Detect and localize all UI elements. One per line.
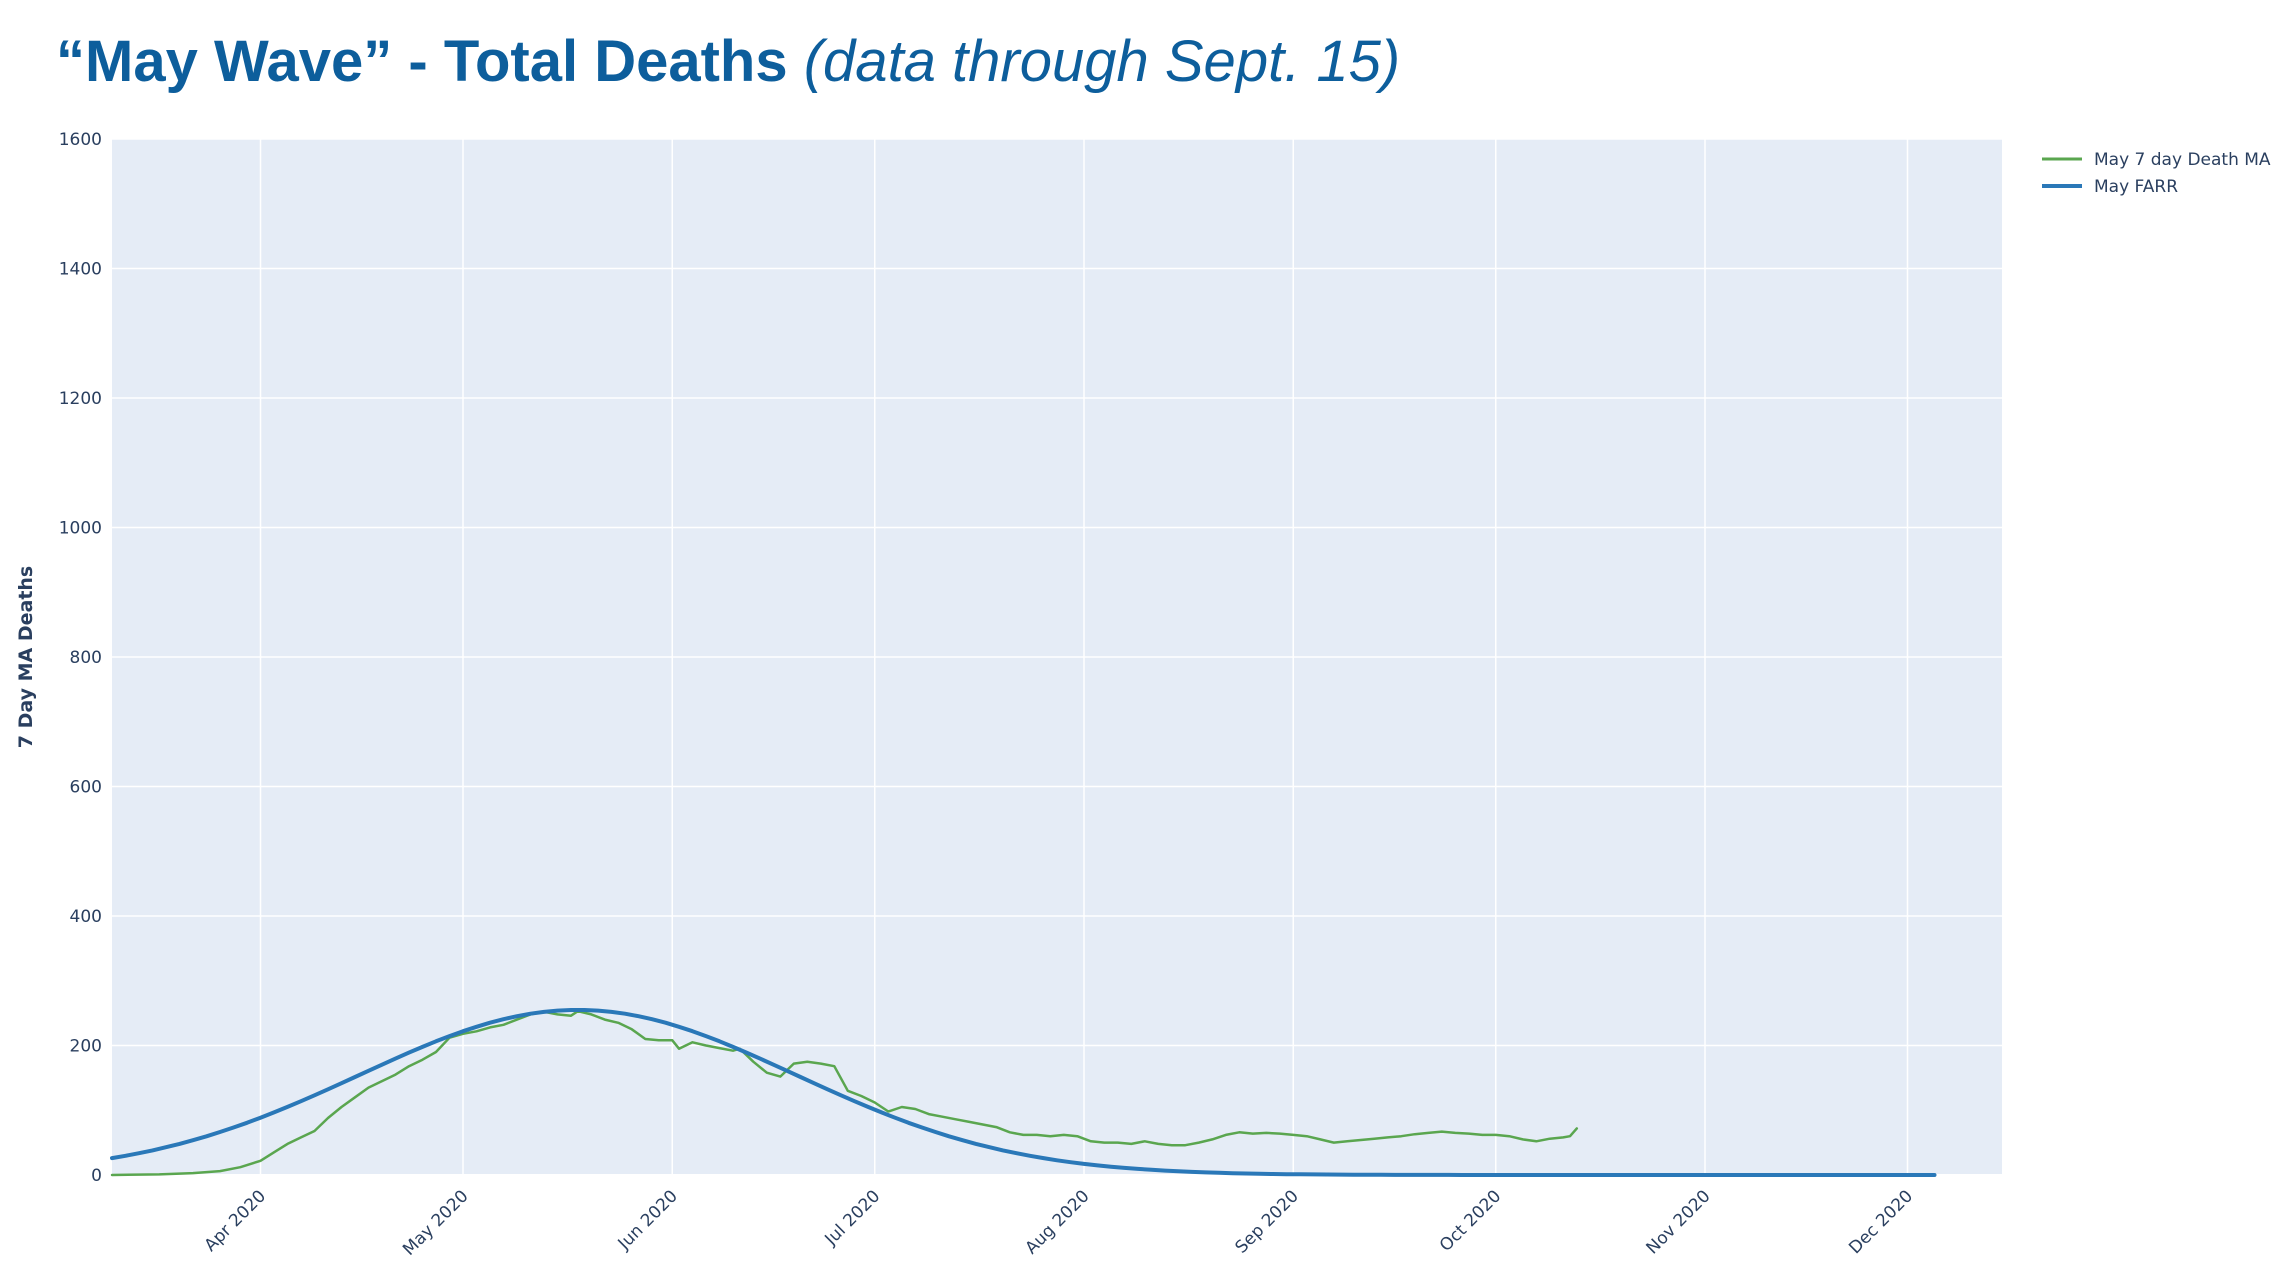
chart-title: “May Wave” - Total Deaths (data through … (56, 22, 1400, 102)
y-tick-label: 600 (70, 778, 102, 798)
y-axis-title: 7 Day MA Deaths (15, 566, 37, 748)
series-line-1 (110, 1008, 1937, 1177)
series-line-0 (110, 1009, 1579, 1177)
legend: May 7 day Death MA May FARR (2042, 150, 2271, 197)
legend-label: May 7 day Death MA (2094, 150, 2271, 170)
y-tick-label: 1200 (59, 389, 102, 409)
y-tick-label: 200 (70, 1037, 102, 1057)
x-axis-ticks: Apr 2020 May 2020 Jun 2020 Jul 2020 Aug 2020… (201, 1186, 1917, 1259)
x-tick-label: Oct 2020 (1436, 1186, 1505, 1255)
y-tick-label: 1000 (59, 519, 102, 539)
chart-title-subtitle: (data through Sept. 15) (803, 29, 1401, 94)
x-tick-label: Aug 2020 (1021, 1186, 1093, 1258)
series-layer (110, 1008, 2002, 1177)
x-tick-label: Jul 2020 (821, 1186, 885, 1250)
y-tick-label: 0 (91, 1166, 102, 1186)
x-tick-label: May 2020 (399, 1186, 472, 1259)
x-tick-label: Nov 2020 (1643, 1186, 1715, 1258)
y-tick-label: 1400 (59, 260, 102, 280)
y-tick-label: 1600 (59, 130, 102, 150)
x-tick-label: Sep 2020 (1232, 1186, 1303, 1257)
y-tick-label: 800 (70, 648, 102, 668)
y-tick-label: 400 (70, 907, 102, 927)
x-tick-label: Apr 2020 (201, 1186, 270, 1255)
legend-label: May FARR (2094, 177, 2178, 197)
x-tick-label: Jun 2020 (614, 1186, 682, 1254)
chart-title-main: “May Wave” - Total Deaths (56, 29, 788, 94)
y-axis-ticks: 0 200 400 600 800 1000 1200 1400 1600 (59, 130, 102, 1186)
x-tick-label: Dec 2020 (1845, 1186, 1917, 1258)
